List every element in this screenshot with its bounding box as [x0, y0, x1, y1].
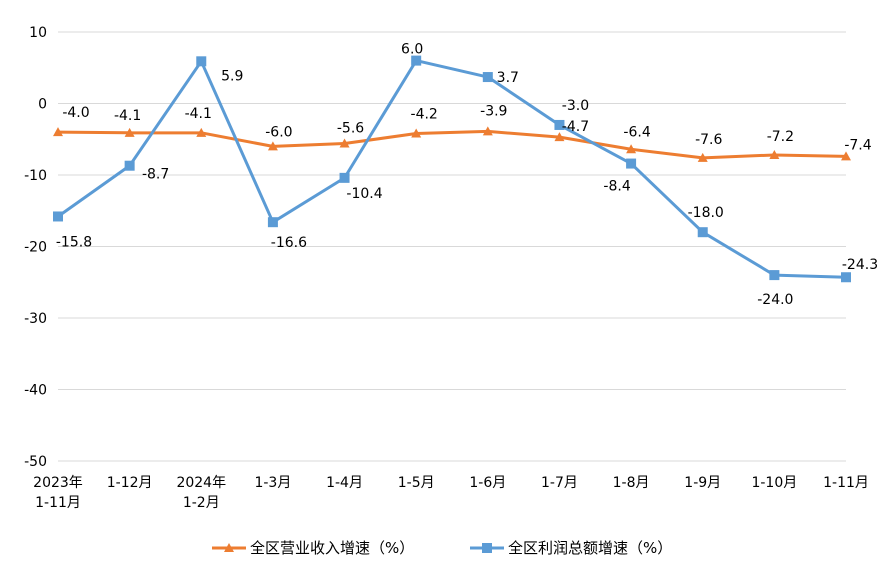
x-tick-label: 1-3月: [254, 475, 291, 491]
data-label-revenue: -7.2: [767, 129, 794, 145]
data-label-revenue: -7.4: [844, 137, 871, 153]
data-label-revenue: -4.1: [114, 108, 141, 124]
data-point-revenue: [626, 144, 637, 154]
data-label-revenue: -4.0: [62, 105, 89, 121]
data-label-revenue: -4.1: [185, 106, 212, 122]
data-label-profit: -18.0: [688, 205, 724, 221]
data-point-revenue: [769, 149, 780, 159]
x-tick-label: 1-7月: [541, 475, 578, 491]
x-tick-label: 1-11月: [35, 495, 81, 511]
data-point-revenue: [267, 141, 278, 151]
x-tick-label: 1-2月: [183, 495, 220, 511]
data-point-profit: [53, 211, 63, 222]
y-tick-label: 10: [29, 25, 47, 41]
data-point-revenue: [554, 132, 565, 142]
x-tick-label: 1-10月: [751, 475, 797, 491]
x-tick-label: 2024年: [176, 475, 226, 491]
legend-label-profit: 全区利润总额增速（%）: [508, 539, 672, 557]
data-point-profit: [124, 160, 135, 171]
legend-marker-profit: [482, 543, 492, 553]
data-label-profit: -24.3: [842, 257, 878, 273]
legend-label-revenue: 全区营业收入增速（%）: [250, 539, 414, 557]
data-label-profit: -15.8: [56, 234, 92, 250]
data-label-profit: 6.0: [401, 42, 423, 58]
data-label-profit: -8.4: [603, 179, 630, 195]
legend-marker-revenue: [224, 543, 234, 552]
y-tick-label: -40: [24, 383, 47, 399]
data-point-revenue: [124, 127, 135, 137]
data-point-revenue: [196, 127, 207, 137]
x-tick-label: 1-11月: [823, 475, 869, 491]
data-point-profit: [339, 172, 350, 183]
data-point-profit: [554, 119, 565, 130]
data-point-profit: [841, 272, 851, 283]
series-line-revenue: [57, 129, 847, 160]
data-label-profit: -24.0: [757, 292, 793, 308]
series-line-profit: [57, 59, 847, 279]
data-label-profit: 3.7: [497, 70, 519, 86]
data-label-profit: -10.4: [346, 186, 382, 202]
y-tick-label: -50: [24, 454, 47, 470]
data-label-profit: 5.9: [221, 68, 243, 84]
data-label-revenue: -4.2: [411, 107, 438, 123]
y-tick-label: 0: [38, 97, 47, 113]
data-point-profit: [769, 270, 780, 281]
x-tick-label: 1-9月: [684, 475, 721, 491]
data-point-revenue: [411, 128, 422, 138]
data-label-profit: -8.7: [142, 167, 169, 183]
data-point-revenue: [339, 138, 350, 148]
data-point-profit: [411, 55, 422, 66]
data-label-revenue: -7.6: [695, 132, 722, 148]
data-label-profit: -3.0: [562, 98, 589, 114]
data-label-revenue: -6.0: [265, 124, 292, 140]
data-label-revenue: -5.6: [337, 121, 364, 137]
data-point-revenue: [697, 152, 708, 162]
x-tick-label: 2023年: [33, 475, 83, 491]
x-tick-label: 1-4月: [326, 475, 363, 491]
data-label-revenue: -3.9: [480, 103, 507, 119]
x-tick-label: 1-8月: [613, 475, 650, 491]
data-point-profit: [626, 158, 637, 169]
data-label-profit: -16.6: [271, 235, 307, 251]
x-tick-label: 1-5月: [398, 475, 435, 491]
data-point-revenue: [53, 127, 63, 137]
x-tick-label: 1-6月: [469, 475, 506, 491]
data-point-profit: [267, 217, 278, 228]
x-tick-label: 1-12月: [107, 475, 153, 491]
data-point-profit: [196, 56, 207, 67]
data-label-revenue: -6.4: [623, 124, 650, 140]
y-tick-label: -30: [24, 311, 47, 327]
y-tick-label: -10: [24, 168, 47, 184]
data-point-revenue: [482, 126, 493, 136]
data-point-profit: [482, 72, 493, 83]
data-point-revenue: [841, 151, 851, 161]
y-tick-label: -20: [24, 240, 47, 256]
data-point-profit: [697, 227, 708, 238]
data-label-revenue: -4.7: [562, 119, 589, 135]
